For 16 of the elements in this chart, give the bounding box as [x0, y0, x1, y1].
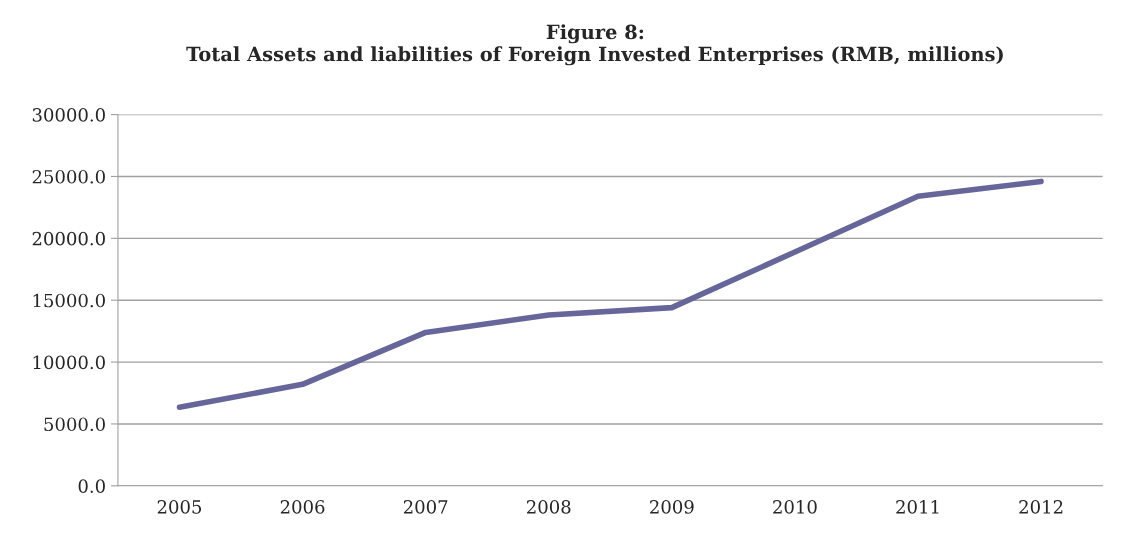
- x-tick-label: 2009: [650, 500, 694, 514]
- x-tick-label: 2006: [280, 500, 325, 514]
- y-tick-label: 25000.0: [32, 169, 105, 184]
- y-tick-label: 20000.0: [32, 231, 105, 246]
- x-tick-label: 2010: [773, 500, 817, 514]
- x-tick-label: 2008: [526, 500, 571, 514]
- y-tick-label: 30000.0: [32, 108, 105, 122]
- y-tick-label: 10000.0: [33, 355, 105, 370]
- x-tick-label: 2007: [403, 500, 448, 514]
- chart-title: Figure 8: Total Assets and liabilities of Foreign Invested Enterprises (RMB, millions): [186, 24, 1003, 66]
- x-tick-label: 2011: [896, 500, 939, 514]
- y-tick-label: 5000.0: [44, 417, 105, 432]
- y-tick-label: 0.0: [78, 479, 105, 493]
- x-tick-label: 2012: [1019, 500, 1063, 514]
- x-tick-label: 2005: [157, 500, 202, 514]
- y-tick-label: 15000.0: [33, 293, 105, 308]
